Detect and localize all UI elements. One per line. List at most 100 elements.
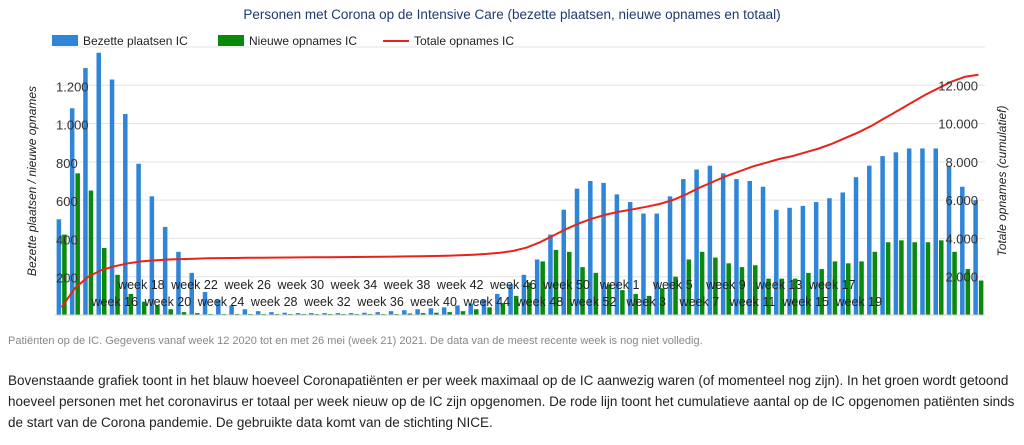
x-tick-label: week 19 <box>835 295 883 309</box>
x-tick-label: week 17 <box>808 278 856 292</box>
x-tick-label: week 3 <box>625 295 666 309</box>
bar-occupied <box>561 209 566 315</box>
bar-new <box>686 259 692 315</box>
x-tick-label: week 38 <box>383 278 431 292</box>
bar-new <box>872 251 878 315</box>
y-tick-left: 800 <box>56 156 78 171</box>
bar-occupied <box>588 181 593 315</box>
bar-occupied <box>441 307 447 315</box>
bar-new <box>62 234 67 315</box>
bar-new <box>726 263 731 315</box>
x-tick-label: week 52 <box>569 295 617 309</box>
bar-occupied <box>508 284 513 315</box>
bar-occupied <box>787 207 792 315</box>
bar-occupied <box>481 299 487 315</box>
bar-occupied <box>282 312 287 315</box>
y-tick-right: 6.000 <box>945 193 978 208</box>
bar-occupied <box>348 313 354 315</box>
chart-caption: Patiënten op de IC. Gegevens vanaf week … <box>8 335 703 347</box>
bar-occupied <box>242 309 248 315</box>
bar-new <box>846 263 851 315</box>
bar-new <box>965 269 971 315</box>
bar-occupied <box>800 205 806 315</box>
bar-new <box>447 312 452 315</box>
bar-new <box>168 309 173 315</box>
legend-label: Bezette plaatsen IC <box>83 34 188 48</box>
bar-occupied <box>495 293 500 315</box>
bar-new <box>925 242 931 315</box>
bar-new <box>912 242 917 315</box>
bar-new <box>527 282 532 315</box>
x-tick-label: week 42 <box>436 278 484 292</box>
y-tick-left: 600 <box>56 194 78 209</box>
bar-new <box>75 173 80 315</box>
bar-new <box>699 251 705 315</box>
bar-new <box>978 280 984 315</box>
x-tick-label: week 48 <box>516 295 564 309</box>
y-tick-left: 400 <box>56 232 78 247</box>
x-tick-label: week 40 <box>409 295 457 309</box>
bar-new <box>195 313 200 315</box>
bar-occupied <box>202 292 208 315</box>
bar-occupied <box>906 148 912 315</box>
ic-chart: Personen met Corona op de Intensive Care… <box>25 7 1009 316</box>
bar-new <box>434 312 439 315</box>
bar-occupied <box>295 313 301 315</box>
bar-occupied <box>681 179 686 315</box>
x-tick-label: week 50 <box>542 278 590 292</box>
legend-swatch <box>52 35 78 46</box>
bar-new <box>407 313 413 315</box>
bar-occupied <box>455 305 460 315</box>
bar-new <box>553 249 559 315</box>
bar-occupied <box>255 311 261 315</box>
legend-swatch <box>218 35 244 46</box>
bar-new <box>739 267 745 315</box>
bar-occupied <box>760 186 766 315</box>
bar-occupied <box>707 165 713 315</box>
line-total <box>60 73 979 308</box>
bar-occupied <box>56 219 62 315</box>
bar-new <box>819 269 824 315</box>
y-axis-title-left: Bezette plaatsen / nieuwe opnames <box>25 86 39 276</box>
y-tick-right: 10.000 <box>938 117 978 132</box>
x-tick-label: week 20 <box>144 295 192 309</box>
bar-new <box>540 261 545 315</box>
bar-occupied <box>933 148 938 315</box>
x-tick-label: week 13 <box>755 278 803 292</box>
x-tick-label: week 46 <box>489 278 537 292</box>
bar-new <box>141 301 147 315</box>
bar-new <box>500 303 506 315</box>
bar-occupied <box>853 177 859 315</box>
bar-occupied <box>375 312 380 315</box>
bar-occupied <box>335 313 341 315</box>
x-tick-label: week 32 <box>303 295 351 309</box>
x-tick-label: week 26 <box>223 278 271 292</box>
y-tick-left: 1.000 <box>56 118 89 133</box>
x-tick-label: week 28 <box>250 295 298 309</box>
bar-new <box>779 278 785 315</box>
bar-new <box>952 251 957 315</box>
y-tick-left: 200 <box>56 271 78 286</box>
bar-occupied <box>123 114 128 315</box>
bar-occupied <box>747 181 752 315</box>
x-tick-label: week 1 <box>599 278 640 292</box>
bar-occupied <box>574 188 580 315</box>
bar-new <box>606 284 612 315</box>
bar-new <box>832 261 838 315</box>
bar-occupied <box>627 202 633 315</box>
bar-new <box>115 274 120 315</box>
bar-occupied <box>388 311 394 315</box>
bar-occupied <box>229 305 234 315</box>
bar-new <box>939 240 944 315</box>
x-tick-label: week 24 <box>197 295 245 309</box>
x-tick-label: week 16 <box>91 295 139 309</box>
y-tick-right: 2.000 <box>945 270 978 285</box>
bar-occupied <box>189 272 194 315</box>
x-tick-label: week 30 <box>277 278 325 292</box>
x-tick-label: week 11 <box>729 295 776 309</box>
y-tick-left: 1.200 <box>56 79 89 94</box>
bar-occupied <box>402 310 407 315</box>
bar-occupied <box>176 251 181 315</box>
chart-title: Personen met Corona op de Intensive Care… <box>243 7 780 22</box>
bar-occupied <box>136 163 141 315</box>
